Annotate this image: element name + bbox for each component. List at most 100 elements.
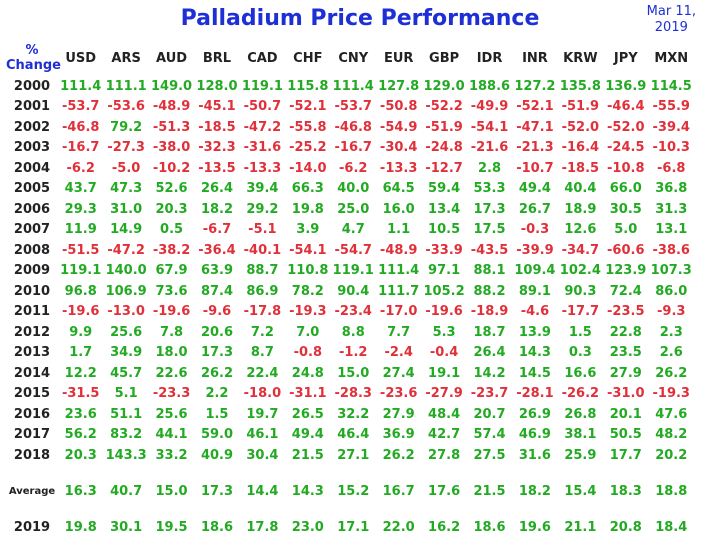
value-cell: -17.8 <box>243 304 282 320</box>
value-cell: 26.2 <box>382 447 415 463</box>
value-cell: 13.1 <box>655 222 688 238</box>
value-cell: -54.1 <box>470 119 509 135</box>
row-label: 2019 <box>13 520 51 536</box>
value-cell: 83.2 <box>110 427 143 443</box>
value-cell: -21.3 <box>516 140 554 156</box>
value-cell: 26.5 <box>291 406 324 422</box>
value-cell: 14.3 <box>518 345 551 361</box>
value-cell: -16.4 <box>561 140 600 156</box>
value-cell: 17.3 <box>473 201 506 217</box>
value-cell: -51.3 <box>152 119 191 135</box>
value-cell: -31.0 <box>607 386 645 402</box>
table-row: 2004 -6.2 -5.0 -10.2 -13.5 -13.3 -14.0 -6.2 -13.… <box>6 158 694 179</box>
row-label: 2005 <box>13 181 51 197</box>
value-cell: 39.4 <box>246 181 279 197</box>
value-cell: 20.7 <box>473 406 506 422</box>
value-cell: 13.4 <box>428 201 461 217</box>
value-cell: 19.7 <box>246 406 279 422</box>
value-cell: -28.1 <box>516 386 554 402</box>
value-cell: 90.3 <box>564 283 597 299</box>
value-cell: 23.0 <box>291 520 324 536</box>
value-cell: -31.1 <box>289 386 327 402</box>
value-cell: -55.8 <box>289 119 327 135</box>
value-cell: -10.8 <box>607 160 645 176</box>
row-label: 2017 <box>13 427 51 443</box>
value-cell: 40.4 <box>564 181 597 197</box>
value-cell: 66.3 <box>291 181 324 197</box>
row-label: 2008 <box>13 242 51 258</box>
value-cell: 47.6 <box>655 406 688 422</box>
currency-header: KRW <box>563 50 598 66</box>
value-cell: -18.5 <box>198 119 236 135</box>
value-cell: 26.7 <box>518 201 551 217</box>
row-label: 2002 <box>13 119 51 135</box>
value-cell: -19.6 <box>152 304 191 320</box>
value-cell: 149.0 <box>150 78 193 94</box>
value-cell: -6.2 <box>66 160 95 176</box>
value-cell: 5.3 <box>432 324 456 340</box>
value-cell: 38.1 <box>564 427 597 443</box>
value-cell: 102.4 <box>559 263 601 279</box>
value-cell: 26.8 <box>564 406 597 422</box>
row-label: 2018 <box>13 447 51 463</box>
value-cell: -0.3 <box>520 222 550 238</box>
value-cell: 2.3 <box>659 324 683 340</box>
value-cell: 16.2 <box>428 520 461 536</box>
value-cell: 7.0 <box>296 324 320 340</box>
table-row: 2008 -51.5 -47.2 -38.2 -36.4 -40.1 -54.1 -54.7-… <box>6 240 694 261</box>
value-cell: 31.3 <box>655 201 688 217</box>
value-cell: 18.9 <box>564 201 597 217</box>
value-cell: 19.5 <box>155 520 188 536</box>
value-cell: 15.2 <box>337 484 370 499</box>
value-cell: -32.3 <box>198 140 236 156</box>
value-cell: 105.2 <box>423 283 465 299</box>
value-cell: 27.4 <box>382 365 415 381</box>
value-cell: -17.0 <box>379 304 418 320</box>
value-cell: -34.7 <box>561 242 600 258</box>
value-cell: 19.8 <box>291 201 324 217</box>
value-cell: 23.6 <box>64 406 97 422</box>
value-cell: 1.7 <box>69 345 93 361</box>
currency-header: CHF <box>293 50 323 66</box>
value-cell: 49.4 <box>518 181 551 197</box>
value-cell: -19.3 <box>652 386 690 402</box>
value-cell: 12.2 <box>64 365 97 381</box>
value-cell: -45.1 <box>198 99 236 115</box>
row-label: 2016 <box>13 406 51 422</box>
value-cell: -38.6 <box>652 242 690 258</box>
row-label: 2015 <box>13 386 51 402</box>
value-cell: 14.3 <box>291 484 324 499</box>
value-cell: 129.0 <box>423 78 465 94</box>
value-cell: -24.8 <box>425 140 463 156</box>
value-cell: 72.4 <box>609 283 642 299</box>
currency-header: USD <box>65 50 97 66</box>
value-cell: 73.6 <box>155 283 188 299</box>
table-row: 2015 -31.5 5.1 -23.3 2.2 -18.0 -31.1 -28.3 -23.6… <box>6 384 694 405</box>
value-cell: -36.4 <box>198 242 236 258</box>
table-row: 2002 -46.8 79.2 -51.3 -18.5 -47.2 -55.8 -46.8 -5… <box>6 117 694 138</box>
value-cell: 23.5 <box>609 345 642 361</box>
value-cell: 32.2 <box>337 406 370 422</box>
percent-change-header: % Change <box>6 40 61 76</box>
currency-header: ARS <box>111 50 141 66</box>
value-cell: -18.9 <box>470 304 509 320</box>
value-cell: -28.3 <box>334 386 372 402</box>
row-label: 2006 <box>13 201 51 217</box>
value-cell: 48.2 <box>655 427 688 443</box>
value-cell: 21.5 <box>473 484 506 499</box>
value-cell: -30.4 <box>379 140 418 156</box>
value-cell: 188.6 <box>468 78 511 94</box>
table-row: 2011 -19.6 -13.0 -19.6 -9.6 -17.8 -19.3 -23.4 -1… <box>6 302 694 323</box>
value-cell: -53.6 <box>107 99 145 115</box>
value-cell: 78.2 <box>291 283 324 299</box>
table-body: 2000 111.4 111.1 149.0 128.0 119.1 115.8 111.4 1… <box>6 76 694 538</box>
value-cell: 97.1 <box>428 263 461 279</box>
row-label: 2009 <box>13 263 51 279</box>
value-cell: 18.0 <box>155 345 188 361</box>
value-cell: 0.3 <box>568 345 592 361</box>
value-cell: 18.6 <box>473 520 506 536</box>
value-cell: -12.7 <box>425 160 463 176</box>
row-label: 2003 <box>13 140 51 156</box>
table-row: 2005 43.7 47.3 52.6 26.4 39.4 66.3 40.0 64.5 59.4… <box>6 179 694 200</box>
value-cell: 119.1 <box>60 263 102 279</box>
